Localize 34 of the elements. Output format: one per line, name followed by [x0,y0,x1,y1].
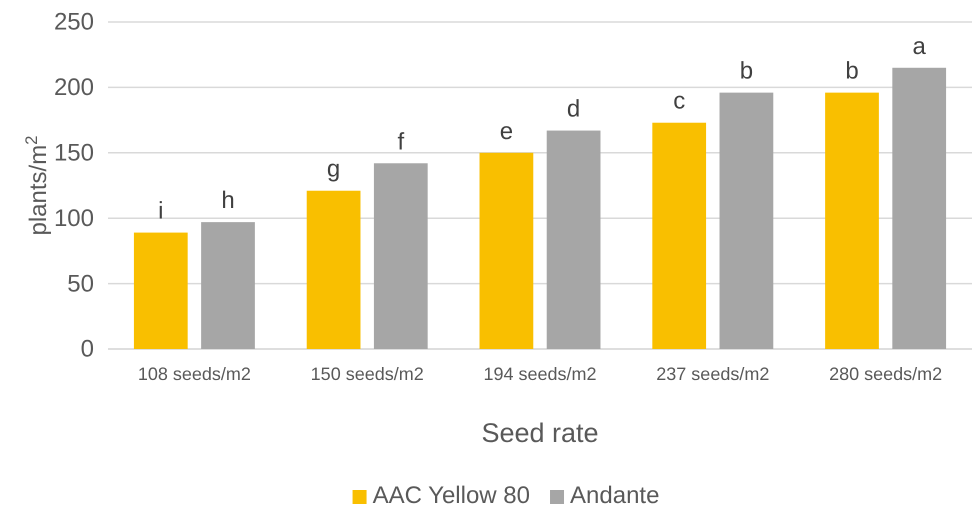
bar [134,232,188,349]
data-label: b [740,58,754,85]
data-label: c [673,88,686,115]
x-tick-label: 194 seeds/m2 [483,364,597,384]
bar [652,122,706,349]
y-tick-label: 200 [54,74,94,102]
x-tick-label: 280 seeds/m2 [829,364,942,384]
data-label: b [845,58,859,85]
y-tick-label: 0 [80,336,94,363]
bar [892,68,946,349]
data-label: e [500,118,514,145]
y-tick-label: 100 [54,204,94,232]
legend-label: Andante [570,482,660,509]
bar [201,222,255,349]
data-label: g [326,156,340,183]
x-tick-label: 108 seeds/m2 [138,364,251,384]
y-tick-label: 50 [67,270,94,298]
legend-label: AAC Yellow 80 [372,482,530,509]
data-label: a [912,32,927,60]
bar [480,152,534,349]
bar [306,190,360,349]
bar [720,92,774,349]
data-label: i [158,198,164,225]
bar [546,130,600,349]
x-tick-label: 237 seeds/m2 [656,364,770,384]
y-tick-label: 150 [54,139,94,166]
x-tick-label: 150 seeds/m2 [310,364,424,384]
data-label: f [397,128,404,156]
bar [825,92,879,349]
bar [374,163,428,349]
data-label: d [566,96,580,123]
x-axis-title: Seed rate [481,418,599,448]
data-label: h [221,187,235,214]
y-tick-label: 250 [54,8,94,36]
